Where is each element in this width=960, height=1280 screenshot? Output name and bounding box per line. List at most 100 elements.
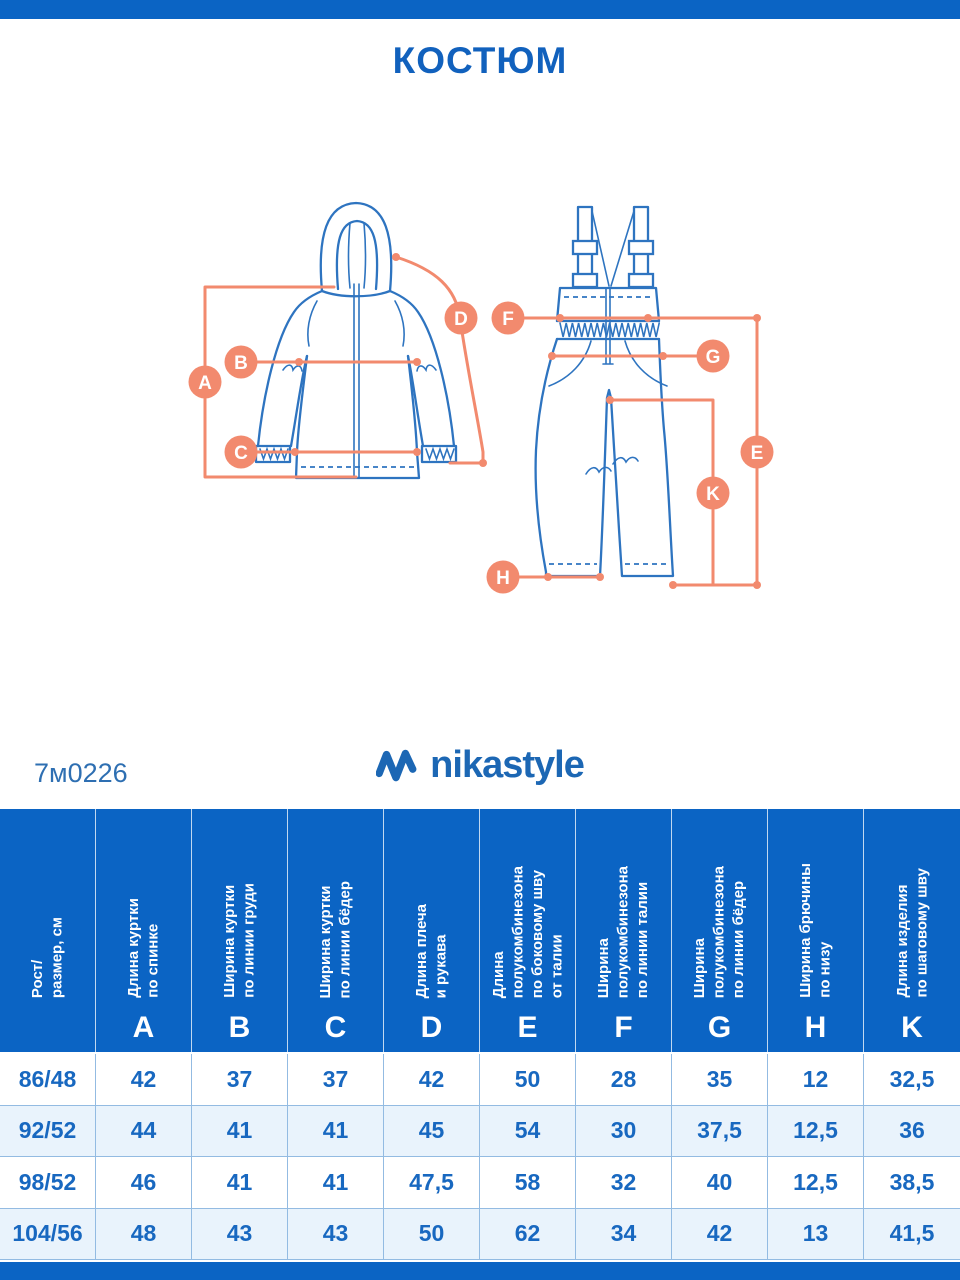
col-label-e: Длина полукомбинезона по боковому шву от… [489, 865, 566, 998]
badge-letter-h: H [496, 568, 510, 589]
product-code: 7м0226 [34, 758, 128, 788]
jacket-drawing [254, 201, 458, 480]
table-cell: 13 [768, 1208, 864, 1260]
table-cell: 32 [576, 1157, 672, 1209]
table-cell: 38,5 [864, 1157, 960, 1209]
col-label-a: Длина куртки по спинке [125, 898, 162, 998]
col-letter-g: G [707, 1011, 732, 1044]
page-title: КОСТЮМ [392, 40, 568, 81]
col-header-g: Ширина полукомбинезона по линии бёдер G [672, 809, 768, 1052]
measure-badge-a: A [188, 365, 222, 399]
measure-badges: A B C D F G E [188, 301, 774, 594]
badge-letter-a: A [198, 373, 212, 394]
logo-mark-icon [376, 749, 417, 782]
measure-badge-h: H [486, 560, 520, 594]
table-cell: 42 [672, 1208, 768, 1260]
measure-badge-f: F [491, 301, 525, 335]
table-cell: 41 [288, 1157, 384, 1209]
top-bar [0, 0, 960, 19]
col-header-c: Ширина куртки по линии бёдер C [288, 809, 384, 1052]
table-row-104-56: 104/56 48 43 43 50 62 34 42 13 41,5 [0, 1208, 960, 1260]
size-cell: 92/52 [0, 1105, 96, 1157]
overalls-drawing [534, 205, 675, 578]
size-cell: 86/48 [0, 1054, 96, 1106]
col-letter-a: A [132, 1011, 155, 1044]
table-cell: 42 [384, 1054, 480, 1106]
col-label-b: Ширина куртки по линии груди [221, 883, 258, 998]
measure-badge-g: G [696, 339, 730, 373]
measure-badge-d: D [444, 301, 478, 335]
badge-letter-c: C [234, 443, 248, 464]
table-cell: 28 [576, 1054, 672, 1106]
col-label-h: Ширина брючины по низу [797, 863, 834, 998]
table-body: 86/48 42 37 37 42 50 28 35 12 32,5 92/52… [0, 1052, 960, 1260]
col-letter-d: D [420, 1011, 443, 1044]
measure-badge-e: E [740, 435, 774, 469]
table-cell: 12,5 [768, 1105, 864, 1157]
col-label-g: Ширина полукомбинезона по линии бёдер [691, 865, 748, 998]
size-diagram: A B C D F G E [188, 201, 774, 594]
col-header-b: Ширина куртки по линии груди B [192, 809, 288, 1052]
brand-name: nikastyle [430, 743, 585, 786]
table-cell: 47,5 [384, 1157, 480, 1209]
col-label-f: Ширина полукомбинезона по линии талии [595, 865, 652, 998]
overalls-measure-lines [516, 314, 761, 589]
badge-letter-f: F [502, 309, 514, 330]
table-cell: 12 [768, 1054, 864, 1106]
badge-letter-e: E [751, 443, 764, 464]
col-label-k: Длина изделия по шаговому шву [893, 868, 931, 998]
size-table: Рост/ размер, см Длина куртки по спинке … [0, 809, 960, 1260]
table-cell: 50 [384, 1208, 480, 1260]
table-cell: 41 [192, 1157, 288, 1209]
col-header-size: Рост/ размер, см [0, 809, 96, 1052]
col-header-h: Ширина брючины по низу H [768, 809, 864, 1052]
table-cell: 42 [96, 1054, 192, 1106]
col-header-e: Длина полукомбинезона по боковому шву от… [480, 809, 576, 1052]
col-header-f: Ширина полукомбинезона по линии талии F [576, 809, 672, 1052]
col-letter-k: K [901, 1011, 923, 1044]
table-cell: 41 [192, 1105, 288, 1157]
table-row-98-52: 98/52 46 41 41 47,5 58 32 40 12,5 38,5 [0, 1157, 960, 1209]
table-cell: 37 [288, 1054, 384, 1106]
size-cell: 104/56 [0, 1208, 96, 1260]
table-header: Рост/ размер, см Длина куртки по спинке … [0, 809, 960, 1052]
size-cell: 98/52 [0, 1157, 96, 1209]
badge-letter-g: G [706, 347, 721, 368]
col-letter-h: H [804, 1011, 827, 1044]
measure-badge-k: K [696, 476, 730, 510]
col-header-a: Длина куртки по спинке A [96, 809, 192, 1052]
table-cell: 44 [96, 1105, 192, 1157]
table-cell: 45 [384, 1105, 480, 1157]
col-header-d: Длина плеча и рукава D [384, 809, 480, 1052]
table-cell: 48 [96, 1208, 192, 1260]
table-cell: 34 [576, 1208, 672, 1260]
col-letter-c: C [324, 1011, 347, 1044]
table-cell: 12,5 [768, 1157, 864, 1209]
col-header-k: Длина изделия по шаговому шву K [864, 809, 960, 1052]
table-row-86-48: 86/48 42 37 37 42 50 28 35 12 32,5 [0, 1054, 960, 1106]
table-cell: 41 [288, 1105, 384, 1157]
table-cell: 62 [480, 1208, 576, 1260]
measure-badge-b: B [224, 345, 258, 379]
table-cell: 50 [480, 1054, 576, 1106]
table-cell: 32,5 [864, 1054, 960, 1106]
table-row-92-52: 92/52 44 41 41 45 54 30 37,5 12,5 36 [0, 1105, 960, 1157]
table-cell: 30 [576, 1105, 672, 1157]
table-cell: 54 [480, 1105, 576, 1157]
table-cell: 46 [96, 1157, 192, 1209]
badge-letter-d: D [454, 309, 468, 330]
table-cell: 58 [480, 1157, 576, 1209]
badge-letter-k: K [706, 484, 720, 505]
col-label-d: Длина плеча и рукава [413, 903, 450, 998]
col-letter-f: F [614, 1011, 633, 1044]
table-cell: 37 [192, 1054, 288, 1106]
table-cell: 36 [864, 1106, 960, 1157]
col-letter-b: B [228, 1011, 251, 1044]
table-cell: 41,5 [864, 1209, 960, 1260]
col-header-size-label: Рост/ размер, см [29, 916, 66, 998]
brand-logo: nikastyle [0, 736, 960, 794]
measure-badge-c: C [224, 435, 258, 469]
badge-letter-b: B [234, 353, 248, 374]
table-cell: 40 [672, 1157, 768, 1209]
